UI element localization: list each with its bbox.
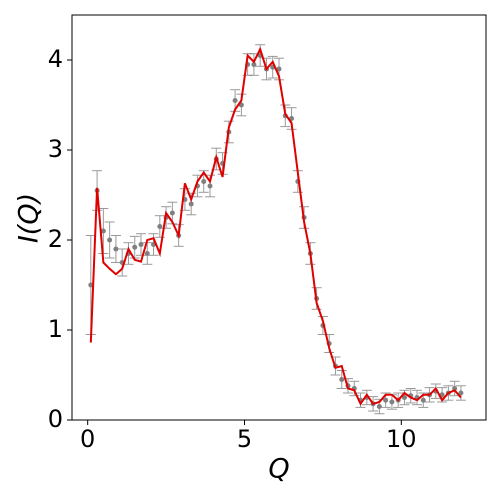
point	[207, 183, 213, 189]
y-tick-label: 2	[48, 225, 63, 253]
point	[339, 377, 345, 382]
line	[89, 46, 462, 406]
y-tick-label: 4	[48, 45, 63, 73]
x-tick-label: 10	[386, 425, 417, 453]
point	[100, 228, 106, 234]
point	[169, 210, 175, 216]
point	[458, 390, 464, 396]
point	[276, 66, 282, 72]
point	[383, 397, 389, 403]
point	[144, 251, 150, 256]
y-tick-label: 1	[48, 315, 63, 343]
point	[389, 399, 395, 405]
x-tick-label: 0	[80, 425, 95, 453]
x-tick-label: 5	[237, 425, 252, 453]
point	[201, 179, 207, 184]
y-tick-label: 0	[48, 405, 63, 433]
point	[88, 282, 94, 288]
point	[188, 201, 194, 207]
point	[107, 237, 113, 243]
point	[113, 246, 119, 252]
point	[232, 98, 238, 103]
point	[157, 224, 163, 229]
point	[132, 244, 138, 250]
point	[138, 242, 144, 247]
y-axis-label: I(Q)	[14, 193, 45, 243]
plot-frame	[71, 14, 487, 421]
point	[376, 404, 382, 409]
y-tick-label: 3	[48, 135, 63, 163]
point	[401, 395, 407, 400]
point	[251, 62, 257, 67]
x-axis-label: Q	[268, 454, 289, 485]
point	[420, 397, 426, 403]
